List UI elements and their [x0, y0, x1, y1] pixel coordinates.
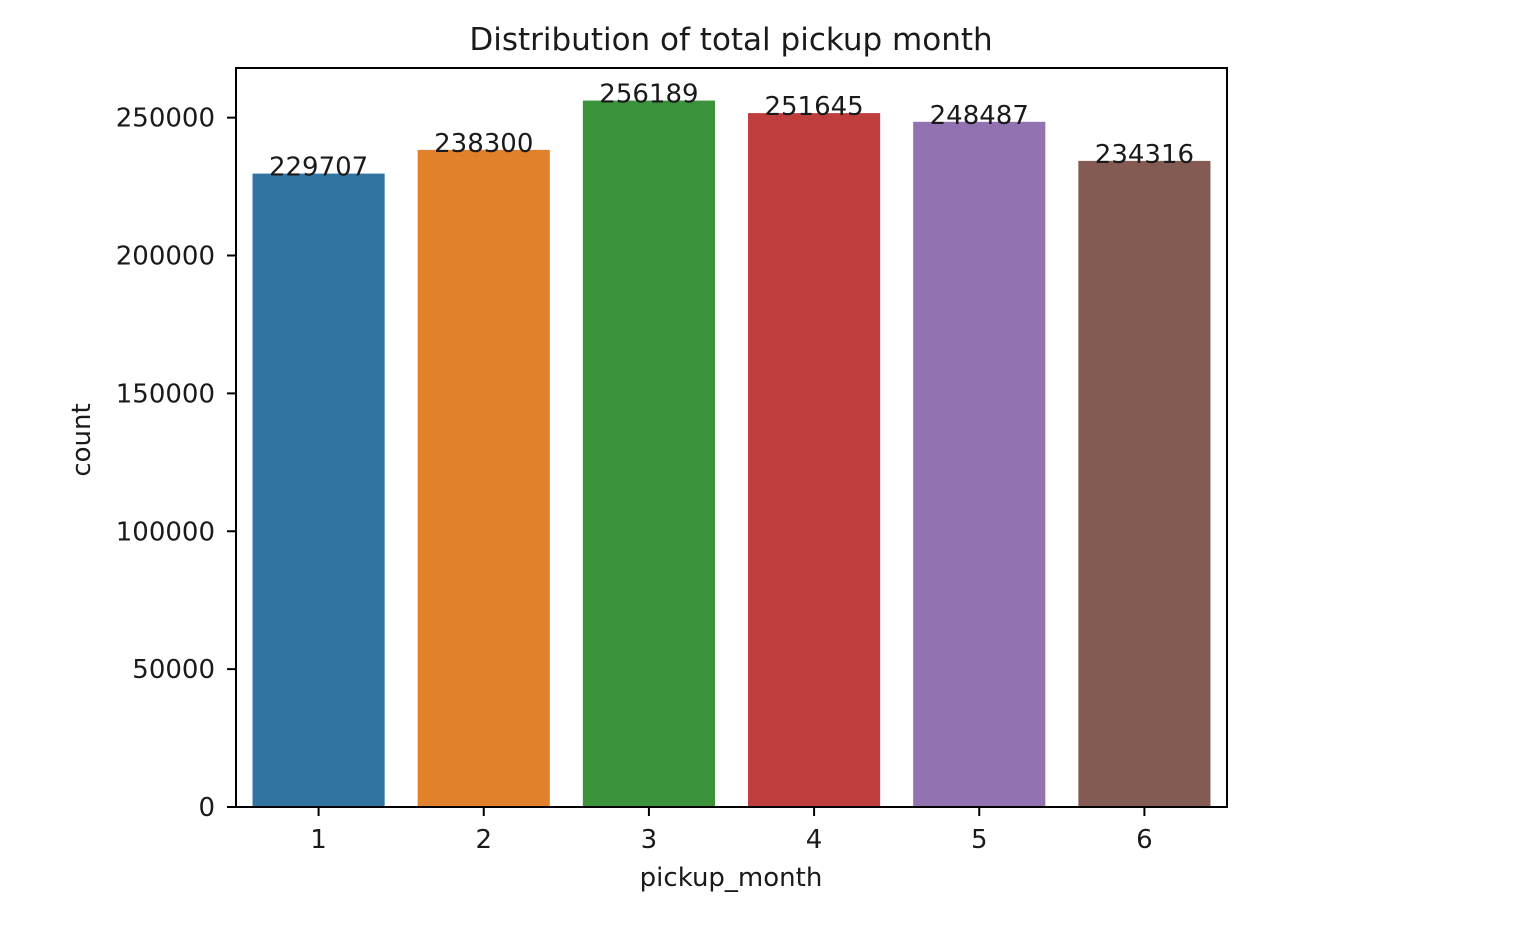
y-tick-label: 100000: [116, 517, 215, 547]
x-tick-label: 5: [971, 825, 988, 855]
bar-2: [417, 149, 550, 808]
data-label-5: 248487: [930, 101, 1029, 131]
bars-group: [252, 100, 1211, 808]
data-label-1: 229707: [269, 153, 368, 183]
bar-1: [252, 173, 385, 807]
data-label-4: 251645: [764, 92, 863, 122]
bar-5: [913, 121, 1046, 807]
y-tick-label: 0: [198, 793, 215, 823]
x-tick-label: 2: [475, 825, 492, 855]
x-tick-label: 6: [1136, 825, 1153, 855]
x-tick-label: 4: [806, 825, 823, 855]
data-label-6: 234316: [1095, 140, 1194, 170]
y-tick-label: 200000: [116, 242, 215, 272]
y-tick-label: 150000: [116, 379, 215, 409]
bar-6: [1078, 160, 1211, 807]
y-axis: 0 50000 100000 150000 200000 250000: [116, 104, 236, 823]
data-label-3: 256189: [599, 80, 698, 110]
bar-4: [748, 113, 881, 807]
y-tick-label: 50000: [132, 655, 215, 685]
bar-3: [582, 100, 715, 808]
x-axis: 1 2 3 4 5 6: [310, 807, 1153, 855]
chart-title: Distribution of total pickup month: [469, 22, 992, 58]
data-label-2: 238300: [434, 129, 533, 159]
x-tick-label: 1: [310, 825, 327, 855]
data-labels-group: 229707 238300 256189 251645 248487 234316: [269, 80, 1194, 183]
y-axis-title: count: [67, 403, 97, 476]
x-axis-title: pickup_month: [640, 863, 823, 893]
y-tick-label: 250000: [116, 104, 215, 134]
x-tick-label: 3: [641, 825, 658, 855]
plot-area-frame: [235, 67, 1228, 808]
